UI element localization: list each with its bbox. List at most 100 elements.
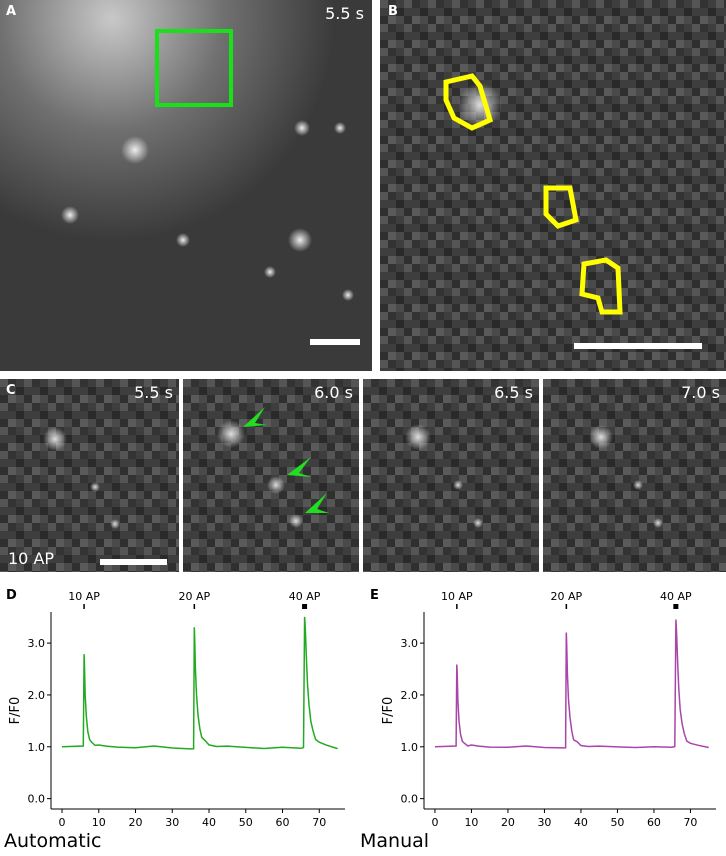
stimulus-marker bbox=[456, 604, 458, 609]
frame-background bbox=[0, 379, 179, 572]
x-tick-label: 60 bbox=[647, 816, 661, 829]
bouton bbox=[334, 122, 346, 134]
bouton bbox=[176, 233, 190, 247]
frame-background bbox=[363, 379, 539, 572]
bouton bbox=[90, 482, 100, 492]
x-tick-label: 50 bbox=[239, 816, 253, 829]
panel-c-frame-2: 6.0 s bbox=[183, 379, 359, 572]
scale-bar bbox=[310, 339, 360, 345]
x-tick-label: 0 bbox=[59, 816, 66, 829]
method-caption: Automatic bbox=[4, 830, 102, 852]
stimulus-marker bbox=[193, 604, 196, 609]
panel-c-frame-1: C 5.5 s 10 AP bbox=[0, 379, 179, 572]
y-tick-label: 2.0 bbox=[401, 689, 419, 702]
stimulus-marker bbox=[565, 604, 568, 609]
panel-b-svg bbox=[380, 0, 726, 371]
panel-label: D bbox=[6, 588, 17, 603]
bouton bbox=[121, 136, 149, 164]
panel-c-frame-4: 7.0 s bbox=[543, 379, 726, 572]
x-tick-label: 70 bbox=[683, 816, 697, 829]
panel-label: C bbox=[6, 383, 16, 398]
panel-a-svg bbox=[0, 0, 372, 371]
stimulus-label: 10 AP bbox=[68, 590, 100, 603]
panel-a-image: A 5.5 s bbox=[0, 0, 372, 371]
stimulus-label: 40 AP bbox=[660, 590, 692, 603]
y-tick-label: 2.0 bbox=[28, 689, 46, 702]
frame-svg bbox=[543, 379, 726, 572]
panel-b-image: B bbox=[380, 0, 726, 371]
bouton bbox=[405, 424, 431, 450]
bouton bbox=[61, 206, 79, 224]
y-tick-label: 1.0 bbox=[401, 741, 419, 754]
x-tick-label: 30 bbox=[537, 816, 551, 829]
bouton bbox=[633, 480, 643, 490]
bouton bbox=[267, 476, 285, 494]
stimulus-marker bbox=[302, 604, 308, 609]
bouton bbox=[217, 420, 245, 448]
bouton bbox=[453, 480, 463, 490]
x-tick-label: 60 bbox=[276, 816, 290, 829]
x-tick-label: 50 bbox=[610, 816, 624, 829]
arrowhead bbox=[305, 493, 329, 513]
y-axis-label: F/F0 bbox=[8, 697, 23, 725]
time-label: 5.5 s bbox=[325, 4, 364, 23]
y-tick-label: 0.0 bbox=[28, 793, 46, 806]
bouton bbox=[589, 425, 613, 449]
stimulus-label: 20 AP bbox=[178, 590, 210, 603]
bouton bbox=[288, 228, 312, 252]
x-tick-label: 40 bbox=[574, 816, 588, 829]
bouton bbox=[43, 427, 67, 451]
x-tick-label: 40 bbox=[202, 816, 216, 829]
x-tick-label: 70 bbox=[312, 816, 326, 829]
arrowhead bbox=[287, 457, 311, 477]
roi-outline bbox=[543, 185, 579, 229]
x-tick-label: 30 bbox=[165, 816, 179, 829]
stimulus-marker bbox=[673, 604, 679, 609]
time-label: 6.5 s bbox=[494, 383, 533, 402]
frame-svg bbox=[363, 379, 539, 572]
x-tick-label: 10 bbox=[464, 816, 478, 829]
x-tick-label: 20 bbox=[129, 816, 143, 829]
time-label: 7.0 s bbox=[681, 383, 720, 402]
method-caption: Manual bbox=[360, 830, 430, 852]
bouton bbox=[294, 120, 310, 136]
trace-line bbox=[61, 616, 338, 750]
panel-c-frame-3: 6.5 s bbox=[363, 379, 539, 572]
y-axis-label: F/F0 bbox=[381, 697, 396, 725]
bouton bbox=[289, 514, 303, 528]
stimulus-label: 10 AP bbox=[8, 549, 55, 568]
y-tick-label: 1.0 bbox=[28, 741, 46, 754]
frame-svg bbox=[0, 379, 179, 572]
bouton bbox=[473, 518, 483, 528]
roi-outline bbox=[443, 73, 494, 131]
roi-box bbox=[155, 29, 233, 107]
panel-label: A bbox=[6, 4, 17, 19]
panel-a-background bbox=[0, 0, 372, 371]
panel-label: E bbox=[370, 588, 379, 603]
stimulus-marker bbox=[83, 604, 85, 609]
bouton bbox=[653, 518, 663, 528]
panel-label: B bbox=[388, 4, 398, 19]
frame-svg bbox=[183, 379, 359, 572]
trace-line bbox=[434, 619, 709, 749]
x-tick-label: 20 bbox=[501, 816, 515, 829]
stimulus-label: 40 AP bbox=[289, 590, 321, 603]
stimulus-label: 20 AP bbox=[551, 590, 583, 603]
bouton bbox=[110, 519, 120, 529]
stimulus-label: 10 AP bbox=[441, 590, 473, 603]
roi-outline bbox=[579, 257, 623, 315]
y-tick-label: 3.0 bbox=[28, 637, 46, 650]
frame-background bbox=[183, 379, 359, 572]
bouton bbox=[264, 266, 276, 278]
x-tick-label: 0 bbox=[431, 816, 438, 829]
time-label: 5.5 s bbox=[134, 383, 173, 402]
time-label: 6.0 s bbox=[314, 383, 353, 402]
y-tick-label: 0.0 bbox=[401, 793, 419, 806]
frame-background bbox=[543, 379, 726, 572]
scale-bar bbox=[574, 343, 702, 349]
bouton bbox=[342, 289, 354, 301]
x-tick-label: 10 bbox=[92, 816, 106, 829]
y-tick-label: 3.0 bbox=[401, 637, 419, 650]
